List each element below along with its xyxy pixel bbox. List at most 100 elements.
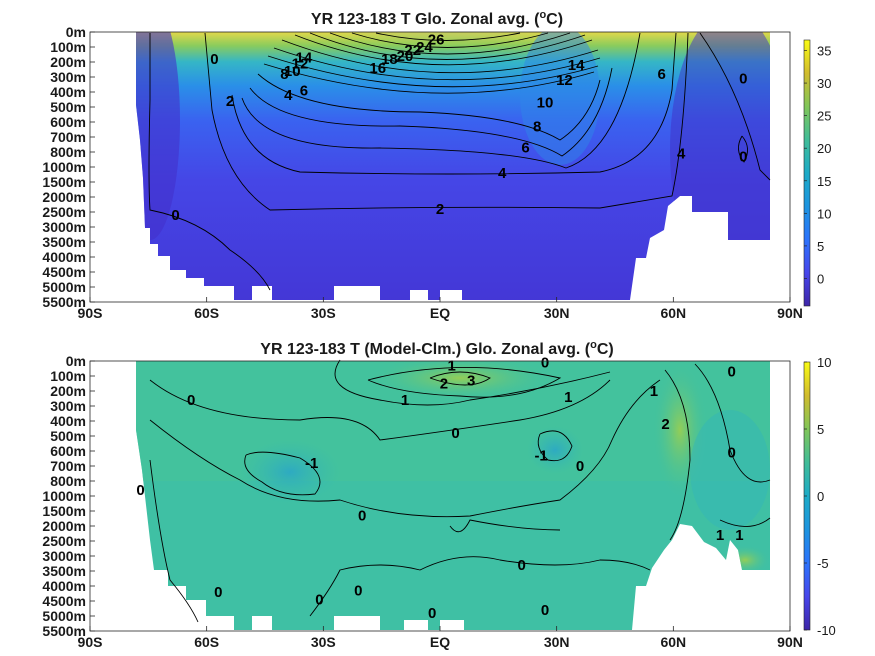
x-tick-label: 60N bbox=[660, 305, 686, 321]
contour-label: 0 bbox=[428, 605, 436, 622]
y-tick-label: 300m bbox=[50, 69, 86, 85]
contour-label: 0 bbox=[739, 149, 747, 166]
temperature-colorbar bbox=[803, 39, 811, 307]
y-tick-label: 700m bbox=[50, 129, 86, 145]
x-tick-label: 90S bbox=[78, 305, 103, 321]
x-tick-label: 30N bbox=[544, 305, 570, 321]
y-tick-label: 400m bbox=[50, 84, 86, 100]
x-tick-label: 90N bbox=[777, 634, 803, 650]
y-tick-label: 3000m bbox=[42, 219, 86, 235]
contour-label: 14 bbox=[568, 57, 585, 74]
contour-label: 0 bbox=[210, 51, 218, 68]
y-tick-label: 800m bbox=[50, 473, 86, 489]
y-tick-label: 3500m bbox=[42, 563, 86, 579]
contour-label: 1 bbox=[735, 527, 743, 544]
colorbar-tick-label: 5 bbox=[817, 239, 824, 254]
contour-label: 0 bbox=[576, 458, 584, 475]
colorbar-tick-label: 35 bbox=[817, 44, 831, 59]
contour-label: 0 bbox=[136, 482, 144, 499]
y-tick-label: 500m bbox=[50, 99, 86, 115]
contour-label: -1 bbox=[534, 448, 547, 465]
colorbar-tick-label: 0 bbox=[817, 489, 824, 504]
colorbar-tick-label: 30 bbox=[817, 76, 831, 91]
contour-label: 0 bbox=[727, 364, 735, 381]
y-tick-label: 5000m bbox=[42, 608, 86, 624]
y-tick-label: 4500m bbox=[42, 593, 86, 609]
y-tick-label: 500m bbox=[50, 428, 86, 444]
y-tick-label: 0m bbox=[66, 24, 86, 40]
contour-label: 16 bbox=[369, 60, 386, 77]
contour-label: 0 bbox=[171, 207, 179, 224]
y-tick-label: 5000m bbox=[42, 279, 86, 295]
contour-label: 20 bbox=[397, 48, 414, 65]
anomaly-colorbar-ticks: -10 -5 0 5 10 bbox=[804, 355, 836, 638]
y-tick-label: 800m bbox=[50, 144, 86, 160]
contour-label: 0 bbox=[451, 425, 459, 442]
contour-label: 4 bbox=[498, 165, 507, 182]
contour-label: 12 bbox=[292, 56, 309, 73]
contour-label: 2 bbox=[661, 416, 669, 433]
contour-label: 1 bbox=[447, 358, 455, 375]
colorbar-tick-label: 10 bbox=[817, 355, 831, 370]
contour-label: 4 bbox=[677, 146, 686, 163]
x-tick-label: 30S bbox=[311, 634, 336, 650]
colorbar-tick-label: -5 bbox=[817, 556, 829, 571]
y-tick-label: 5500m bbox=[42, 623, 86, 639]
chart-title-temperature: YR 123-183 T Glo. Zonal avg. (oC) bbox=[311, 9, 563, 28]
anomaly-contours bbox=[149, 359, 771, 623]
y-tick-label: 2000m bbox=[42, 518, 86, 534]
y-tick-label: 2000m bbox=[42, 189, 86, 205]
temperature-field bbox=[136, 32, 770, 300]
x-tick-label: EQ bbox=[430, 305, 450, 321]
colorbar-tick-label: 25 bbox=[817, 109, 831, 124]
contour-label: 1 bbox=[650, 383, 658, 400]
y-tick-label: 600m bbox=[50, 443, 86, 459]
y-tick-label: 100m bbox=[50, 368, 86, 384]
colorbar-tick-label: 10 bbox=[817, 206, 831, 221]
y-tick-label: 200m bbox=[50, 54, 86, 70]
x-tick-label: 30S bbox=[311, 305, 336, 321]
contour-label: 18 bbox=[381, 51, 398, 68]
contour-label: 0 bbox=[315, 592, 323, 609]
y-tick-label: 1000m bbox=[42, 488, 86, 504]
temperature-contours bbox=[148, 32, 771, 291]
contour-label: 12 bbox=[556, 72, 573, 89]
contour-label: 26 bbox=[428, 32, 445, 49]
x-tick-label: 30N bbox=[544, 634, 570, 650]
y-tick-label: 1000m bbox=[42, 159, 86, 175]
y-tick-label: 300m bbox=[50, 398, 86, 414]
contour-label: 0 bbox=[358, 508, 366, 525]
contour-label: 0 bbox=[541, 602, 549, 619]
colorbar-tick-label: 15 bbox=[817, 174, 831, 189]
contour-label: 0 bbox=[739, 71, 747, 88]
y-tick-label: 100m bbox=[50, 39, 86, 55]
contour-label: 6 bbox=[300, 83, 308, 100]
contour-label: -1 bbox=[305, 455, 318, 472]
y-tick-label: 400m bbox=[50, 413, 86, 429]
anomaly-x-axis: 90S 60S 30S EQ 30N 60N 90N bbox=[78, 626, 803, 650]
contour-label: 1 bbox=[564, 389, 572, 406]
colorbar-tick-label: 5 bbox=[817, 422, 824, 437]
chart-title-anomaly: YR 123-183 T (Model-Clm.) Glo. Zonal avg… bbox=[260, 339, 613, 358]
contour-label: 14 bbox=[296, 50, 313, 67]
y-tick-label: 2500m bbox=[42, 533, 86, 549]
y-tick-label: 1500m bbox=[42, 503, 86, 519]
y-tick-label: 200m bbox=[50, 383, 86, 399]
contour-label: 0 bbox=[541, 355, 549, 372]
contour-label: 1 bbox=[716, 527, 724, 544]
contour-label: 4 bbox=[284, 87, 293, 104]
contour-label: 1 bbox=[401, 392, 409, 409]
contour-label: 2 bbox=[226, 93, 234, 110]
contour-label: 6 bbox=[521, 140, 529, 157]
y-tick-label: 3000m bbox=[42, 548, 86, 564]
x-tick-label: 60S bbox=[194, 305, 219, 321]
contour-label: 24 bbox=[416, 39, 433, 56]
anomaly-panel: YR 123-183 T (Model-Clm.) Glo. Zonal avg… bbox=[42, 339, 835, 650]
colorbar-tick-label: -10 bbox=[817, 623, 836, 638]
y-tick-label: 4000m bbox=[42, 249, 86, 265]
contour-label: 22 bbox=[404, 42, 421, 59]
colorbar-tick-label: 0 bbox=[817, 271, 824, 286]
